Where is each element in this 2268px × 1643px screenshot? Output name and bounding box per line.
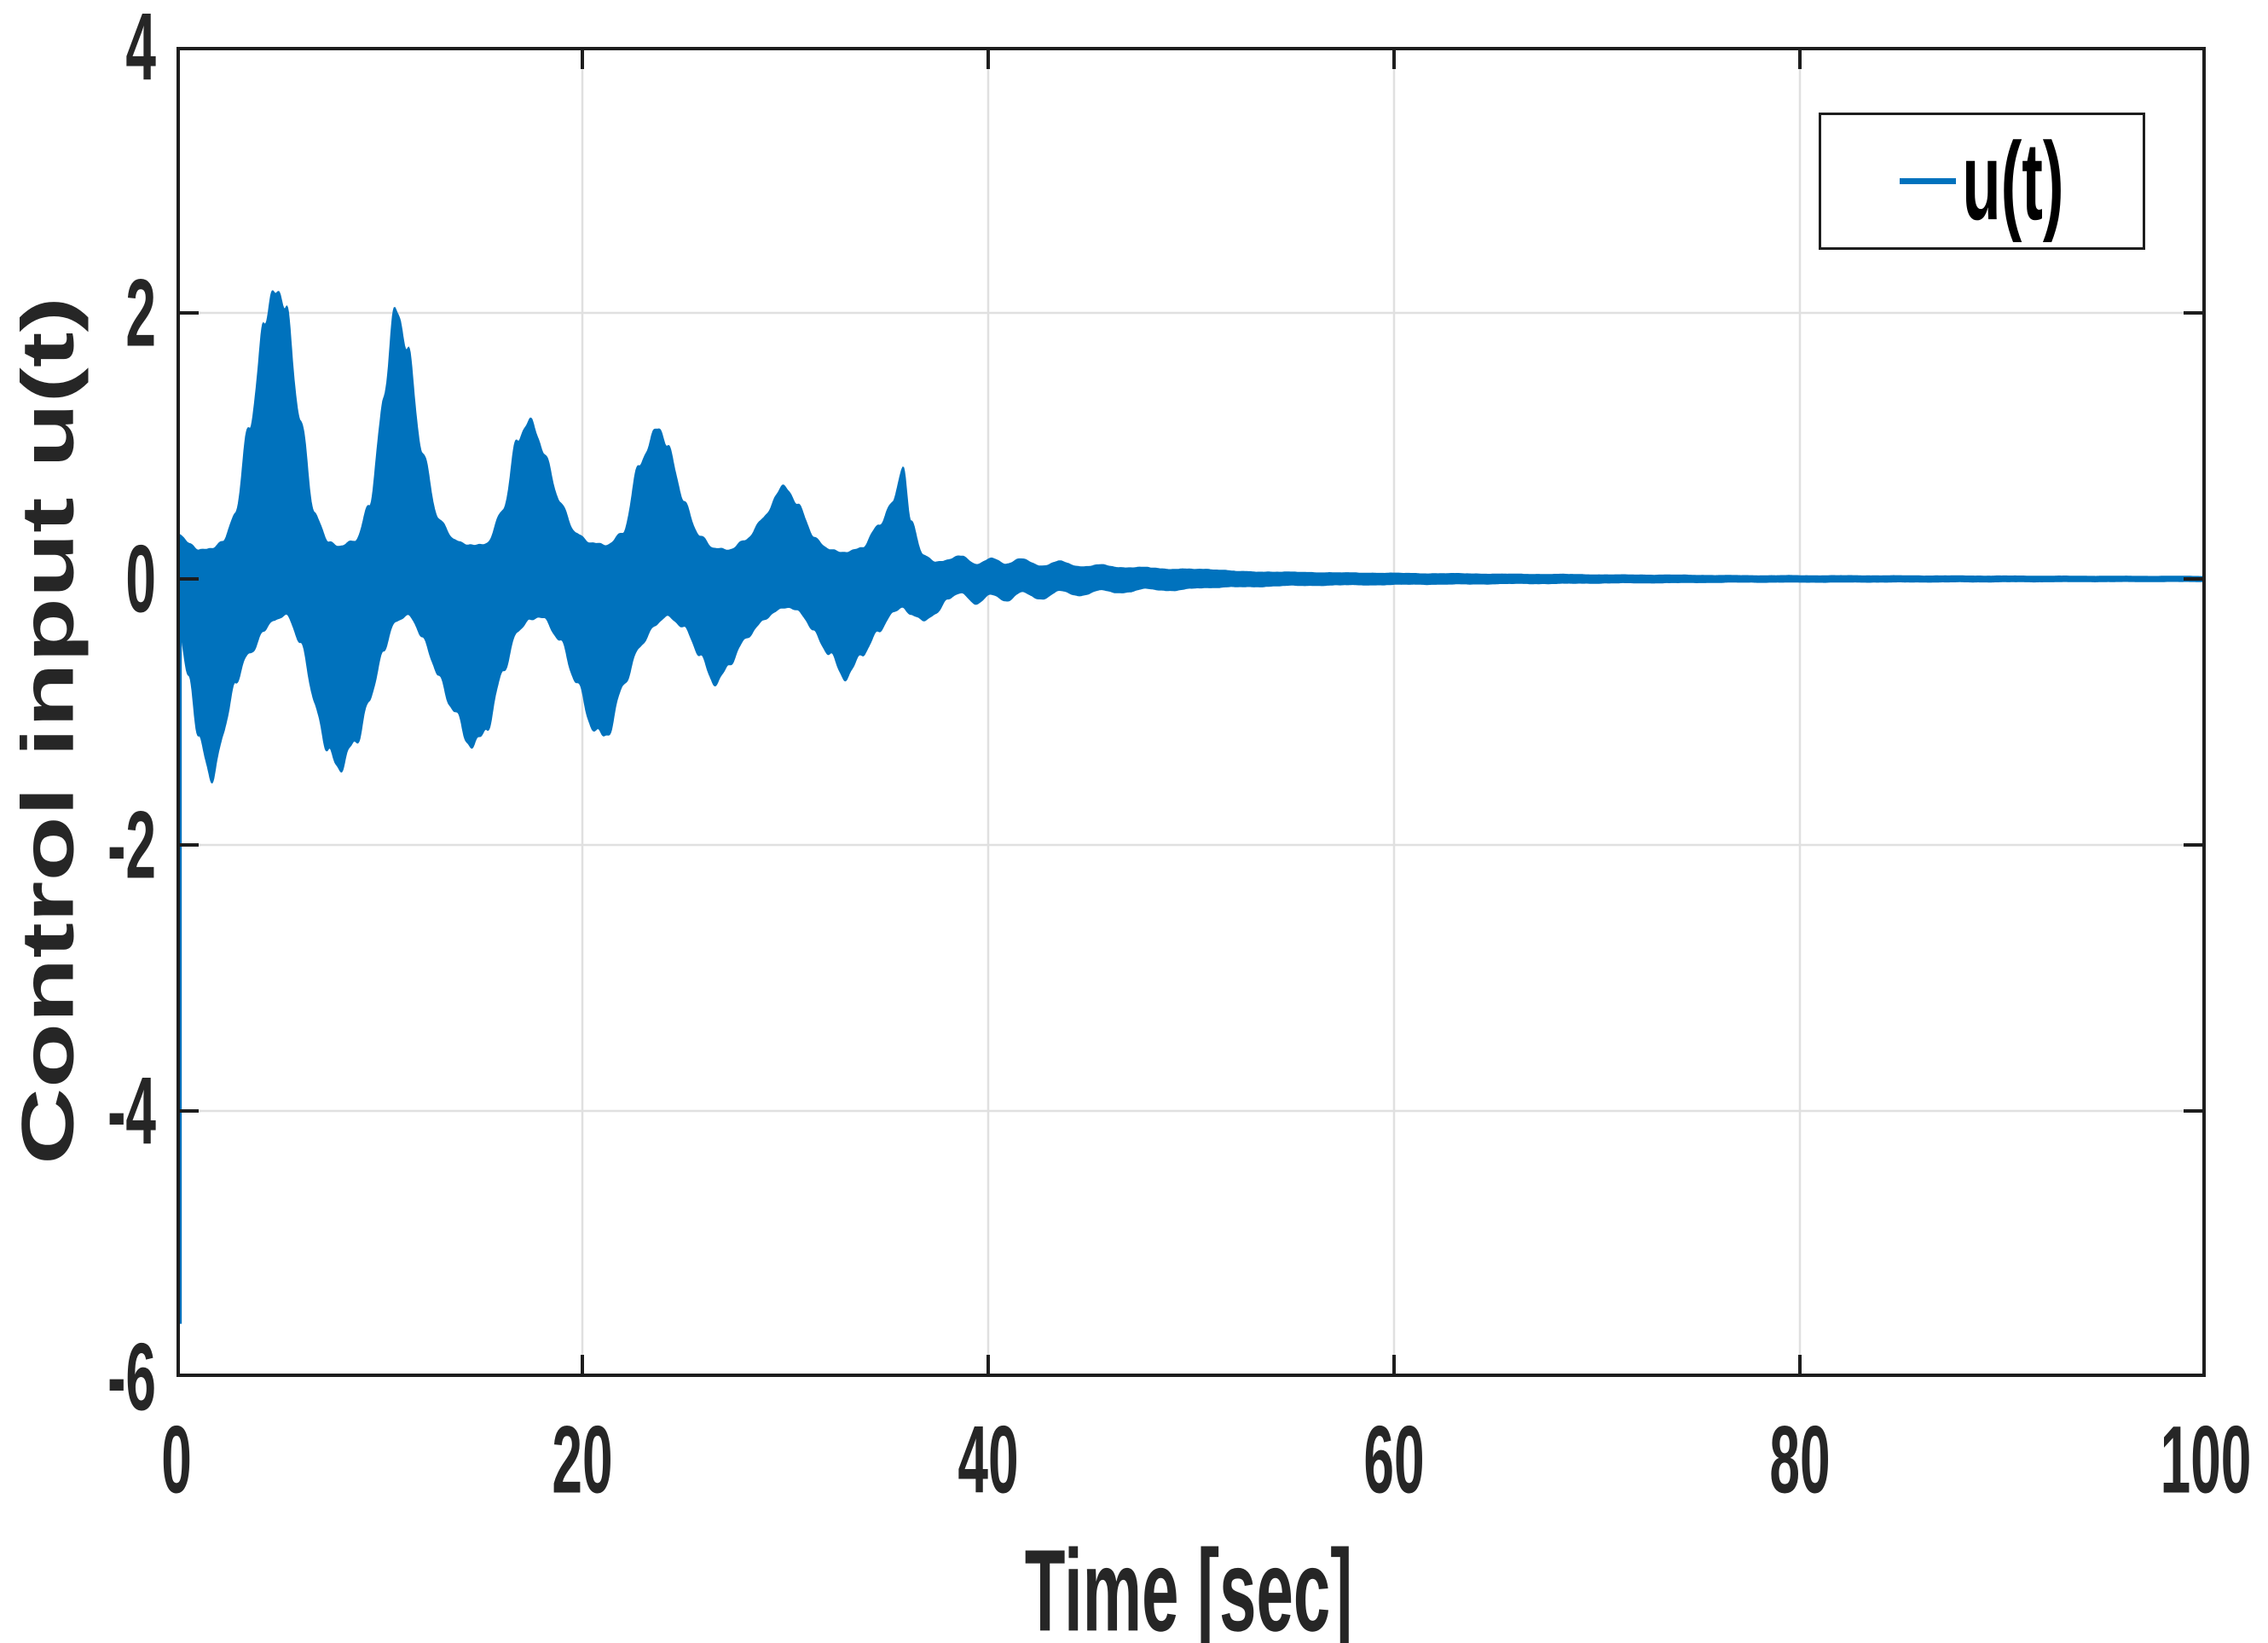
y-tick-label: -6: [107, 1323, 156, 1431]
y-tick-label: 4: [125, 0, 156, 101]
x-tick-label: 60: [1363, 1406, 1425, 1513]
y-tick-label: 2: [125, 259, 156, 367]
x-tick-label: 80: [1769, 1406, 1831, 1513]
y-tick-label: -2: [107, 791, 156, 899]
x-tick-label: 20: [552, 1406, 613, 1513]
axes-box: [176, 47, 2206, 1377]
x-tick-label: 40: [958, 1406, 1019, 1513]
legend-line-sample: [1900, 178, 1957, 184]
y-tick-label: -4: [107, 1057, 156, 1165]
legend-box: u(t): [1819, 113, 2145, 250]
x-tick-label: 100: [2160, 1406, 2252, 1513]
signal-waveform: [176, 290, 2206, 784]
y-axis-label: Control input u(t): [7, 296, 90, 1166]
y-tick-label: 0: [125, 525, 156, 633]
legend-entry-label: u(t): [1962, 119, 2064, 244]
x-axis-label: Time [sec]: [1024, 1524, 1353, 1643]
x-tick-label: 0: [161, 1406, 192, 1513]
plot-area: [176, 47, 2206, 1377]
